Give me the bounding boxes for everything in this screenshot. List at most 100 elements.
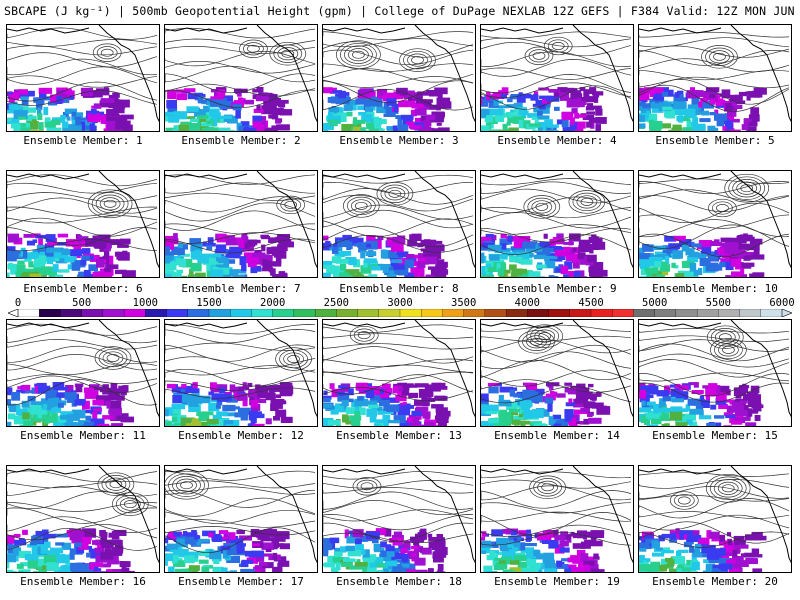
coastline	[639, 171, 791, 269]
coastline	[481, 171, 633, 269]
colorbar-tick-label: 3500	[451, 297, 477, 309]
sbcape-shading	[7, 528, 135, 572]
sbcape-shading	[639, 382, 764, 426]
sbcape-shading	[165, 87, 293, 131]
ensemble-map	[639, 320, 791, 426]
sbcape-shading	[165, 233, 294, 277]
ensemble-map-panel	[322, 465, 476, 573]
colorbar-swatch	[527, 309, 550, 317]
ensemble-map-panel	[638, 319, 792, 427]
sbcape-shading	[323, 233, 449, 277]
colorbar-swatch	[654, 309, 677, 317]
sbcape-shading	[481, 528, 605, 572]
ensemble-map-panel	[322, 319, 476, 427]
colorbar-swatch	[251, 309, 274, 317]
sbcape-shading	[639, 528, 767, 572]
colorbar-swatch	[760, 309, 783, 317]
ensemble-member-label: Ensemble Member: 9	[497, 282, 617, 295]
colorbar-swatch	[548, 309, 571, 317]
sbcape-shading	[481, 87, 607, 131]
height-contours	[165, 324, 316, 399]
ensemble-map	[481, 466, 633, 572]
coastline	[7, 466, 159, 564]
sbcape-shading	[323, 87, 452, 131]
height-contours	[165, 470, 316, 554]
colorbar-swatch	[357, 309, 380, 317]
coastline	[323, 320, 475, 418]
coastline	[323, 25, 475, 123]
colorbar-swatch	[739, 309, 762, 317]
ensemble-member-label: Ensemble Member: 15	[652, 429, 778, 442]
ensemble-map	[7, 320, 159, 426]
colorbar-swatch	[17, 309, 40, 317]
coastline	[323, 171, 475, 269]
page-title: SBCAPE (J kg⁻¹) | 500mb Geopotential Hei…	[4, 4, 796, 18]
ensemble-map	[165, 466, 317, 572]
colorbar-swatch	[484, 309, 507, 317]
ensemble-member-label: Ensemble Member: 5	[655, 134, 775, 147]
sbcape-shading	[323, 528, 448, 572]
ensemble-map-panel	[6, 170, 160, 278]
colorbar-swatch	[39, 309, 61, 317]
ensemble-map-panel	[6, 465, 160, 573]
height-contours	[639, 325, 790, 403]
colorbar-high-arrow	[781, 309, 792, 317]
ensemble-member-label: Ensemble Member: 8	[339, 282, 459, 295]
ensemble-member-label: Ensemble Member: 16	[20, 575, 146, 588]
ensemble-map-panel	[638, 465, 792, 573]
coastline	[481, 320, 633, 418]
ensemble-member-label: Ensemble Member: 4	[497, 134, 617, 147]
ensemble-member-label: Ensemble Member: 13	[336, 429, 462, 442]
colorbar-tick-label: 1000	[132, 297, 158, 309]
ensemble-map	[639, 25, 791, 131]
sbcape-shading	[7, 87, 134, 131]
height-contours	[165, 27, 316, 109]
height-contours	[7, 470, 158, 551]
ensemble-map-panel	[322, 24, 476, 132]
height-contours	[165, 174, 316, 254]
colorbar-swatch	[81, 309, 104, 317]
colorbar-low-arrow	[8, 309, 19, 317]
height-contours	[7, 323, 158, 406]
ensemble-map-panel	[6, 319, 160, 427]
height-contours	[7, 174, 158, 252]
coastline	[639, 466, 791, 564]
ensemble-map	[7, 25, 159, 131]
ensemble-member-label: Ensemble Member: 18	[336, 575, 462, 588]
coastline	[639, 25, 791, 123]
sbcape-shading	[481, 233, 608, 277]
ensemble-map-panel	[638, 24, 792, 132]
ensemble-member-label: Ensemble Member: 14	[494, 429, 620, 442]
ensemble-map	[165, 171, 317, 277]
colorbar-swatch	[399, 309, 422, 317]
ensemble-map-panel	[164, 465, 318, 573]
colorbar-swatch	[590, 309, 613, 317]
ensemble-map-panel	[164, 319, 318, 427]
coastline	[481, 466, 633, 564]
colorbar-tick-label: 5000	[642, 297, 668, 309]
height-contours	[323, 174, 474, 253]
ensemble-map-panel	[6, 24, 160, 132]
coastline	[165, 171, 317, 269]
ensemble-member-label: Ensemble Member: 7	[181, 282, 301, 295]
ensemble-member-label: Ensemble Member: 3	[339, 134, 459, 147]
coastline	[481, 25, 633, 123]
colorbar-swatch	[718, 309, 741, 317]
ensemble-map	[481, 171, 633, 277]
ensemble-map	[323, 320, 475, 426]
ensemble-member-label: Ensemble Member: 10	[652, 282, 778, 295]
colorbar-swatch	[187, 309, 210, 317]
height-contours	[323, 31, 474, 111]
height-contours	[639, 471, 790, 548]
sbcape-shading	[7, 382, 134, 426]
ensemble-member-label: Ensemble Member: 1	[23, 134, 143, 147]
ensemble-map-panel	[322, 170, 476, 278]
ensemble-map-panel	[480, 319, 634, 427]
coastline	[7, 25, 159, 123]
colorbar-tick-label: 4000	[514, 297, 540, 309]
ensemble-map	[639, 171, 791, 277]
colorbar-swatch	[696, 309, 719, 317]
ensemble-map-panel	[480, 170, 634, 278]
sbcape-colorbar	[8, 309, 792, 317]
colorbar-tick-label: 4500	[578, 297, 604, 309]
